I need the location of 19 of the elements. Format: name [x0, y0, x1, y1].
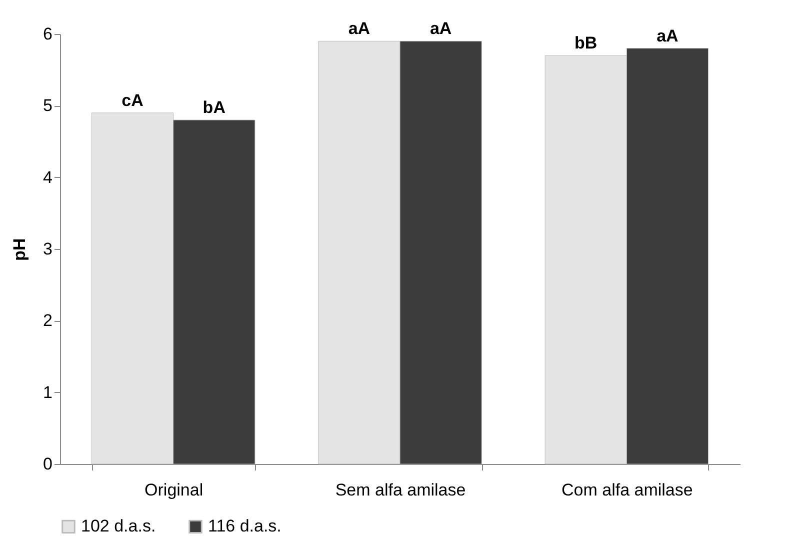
- y-axis-title: pH: [10, 238, 30, 261]
- y-tick-label: 0: [43, 454, 52, 474]
- data-label: cA: [122, 90, 144, 110]
- y-tick-label: 2: [43, 311, 52, 330]
- data-label: aA: [348, 19, 370, 38]
- y-tick-label: 5: [43, 96, 52, 116]
- x-tick-label: Com alfa amilase: [562, 480, 693, 500]
- legend-label: 102 d.a.s.: [81, 516, 156, 536]
- data-label: aA: [656, 26, 678, 46]
- data-label: bA: [202, 98, 226, 117]
- y-tick-label: 6: [43, 24, 52, 44]
- data-label: aA: [430, 19, 452, 38]
- y-tick-label: 1: [43, 382, 52, 402]
- x-tick-label: Sem alfa amilase: [335, 480, 466, 500]
- legend-label: 116 d.a.s.: [208, 516, 282, 536]
- x-tick-label: Original: [144, 480, 204, 500]
- y-tick-label: 3: [43, 240, 52, 258]
- y-tick-label: 4: [43, 168, 52, 187]
- data-label: bB: [574, 34, 598, 52]
